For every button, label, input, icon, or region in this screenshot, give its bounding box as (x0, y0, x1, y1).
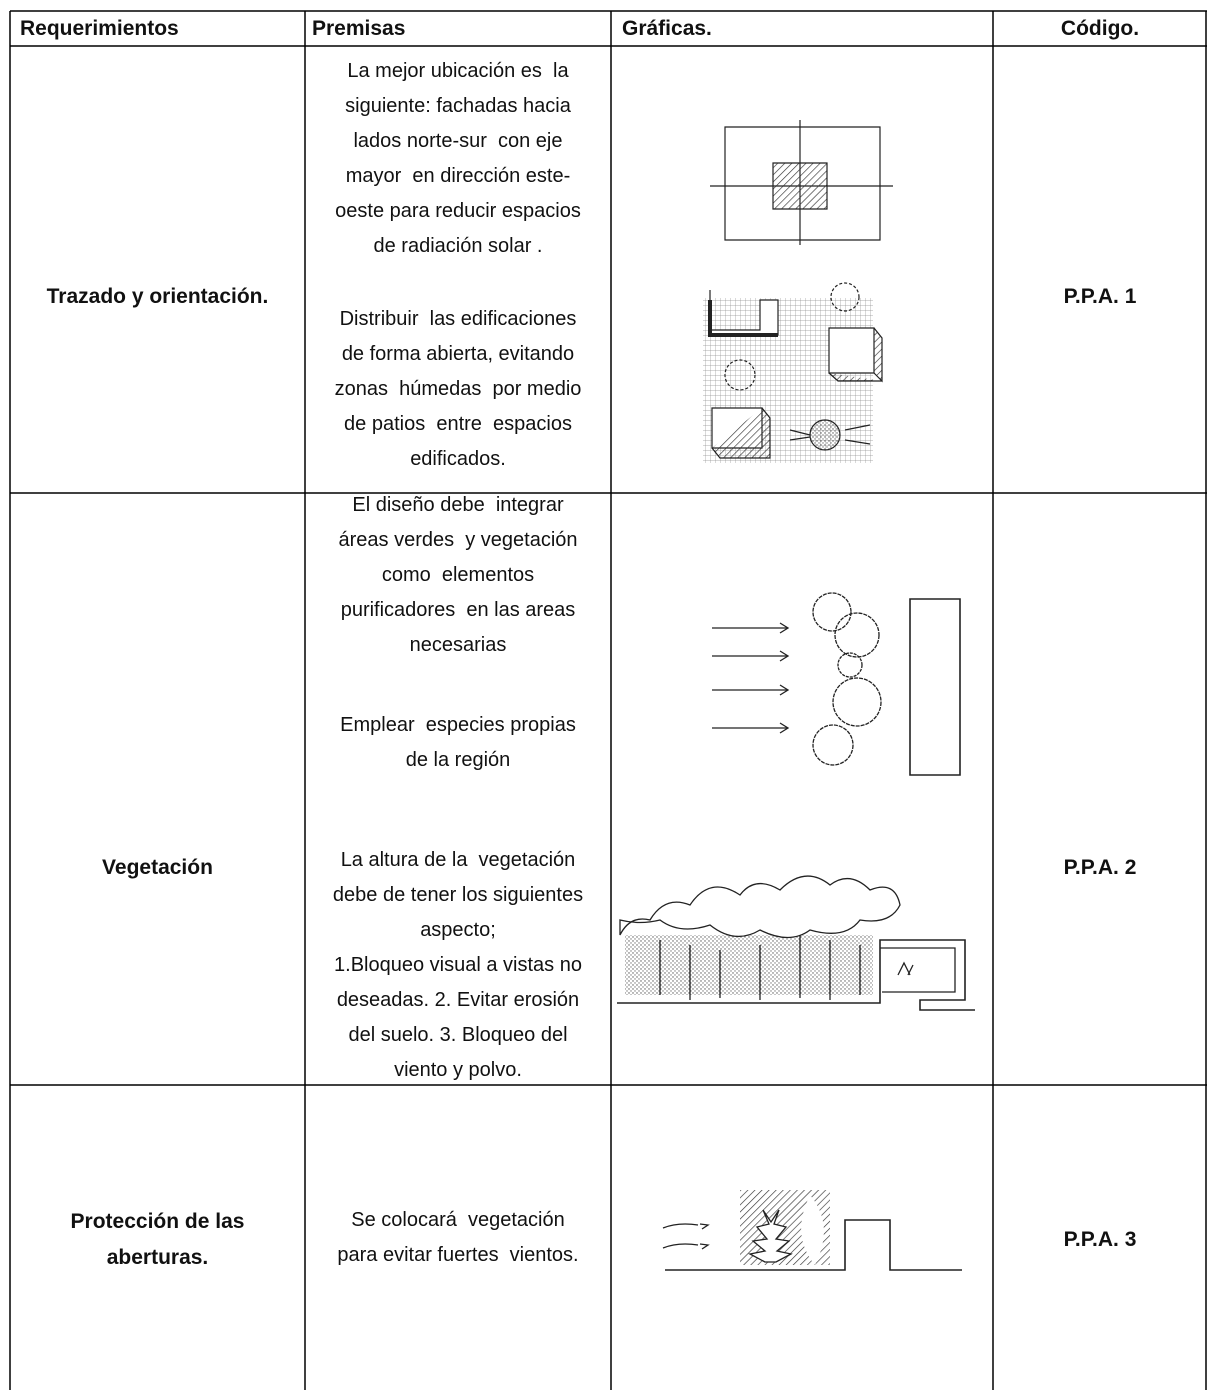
premise-paragraph: Distribuir las edificaciones de forma abi… (305, 302, 611, 477)
premise-paragraph: Se colocará vegetación para evitar fuerte… (305, 1203, 611, 1273)
requirement-text: aberturas. (106, 1246, 209, 1269)
premise-line: Emplear especies propias (340, 714, 576, 736)
open-layout-graphic (703, 283, 882, 463)
premise-line: El diseño debe integrar (352, 494, 564, 516)
premise-cell: La mejor ubicación es la siguiente: facha… (305, 54, 611, 477)
table-borders (10, 11, 1207, 1390)
premise-line: de forma abierta, evitando (341, 343, 575, 365)
premise-line: para evitar fuertes vientos. (337, 1243, 579, 1266)
header-cell: Código. (1060, 17, 1140, 40)
premise-line: zonas húmedas por medio (334, 378, 582, 400)
wind-arrows (712, 623, 788, 733)
premise-line: Se colocará vegetación (351, 1208, 565, 1231)
premise-paragraph: Emplear especies propias de la región (305, 708, 611, 778)
premise-line: áreas verdes y vegetación (338, 529, 578, 551)
requirement-text: Vegetación (102, 856, 213, 879)
requirement-text: Trazado y orientación. (46, 285, 269, 308)
premise-cell: Se colocará vegetación para evitar fuerte… (305, 1203, 611, 1273)
premise-line: mayor en dirección este- (345, 165, 571, 187)
requirement-cell: Protección de las aberturas. (10, 1204, 305, 1276)
vegetation-section-graphic (617, 876, 975, 1010)
premise-line: La mejor ubicación es la (347, 60, 569, 82)
premise-line: Distribuir las edificaciones (339, 308, 577, 330)
premise-cell: El diseño debe integrar áreas verdes y ve… (305, 488, 611, 1088)
premise-paragraph: El diseño debe integrar áreas verdes y ve… (305, 488, 611, 663)
code-text: P.P.A. 1 (1063, 285, 1137, 308)
requirement-text: Protección de las (70, 1210, 245, 1233)
premise-line: del suelo. 3. Bloqueo del (348, 1024, 568, 1046)
requirement-cell: Vegetación (10, 850, 305, 886)
premise-line: deseadas. 2. Evitar erosión (336, 989, 580, 1011)
premise-paragraph: La mejor ubicación es la siguiente: facha… (305, 54, 611, 264)
premise-line: viento y polvo. (394, 1059, 522, 1081)
premise-line: de patios entre espacios (344, 413, 572, 435)
opening-protection-graphic (663, 1190, 962, 1270)
code-cell: P.P.A. 2 (993, 850, 1207, 886)
code-text: P.P.A. 3 (1063, 1228, 1137, 1251)
premise-line: de radiación solar . (373, 235, 543, 257)
premise-line: siguiente: fachadas hacia (345, 95, 571, 117)
premise-line: La altura de la vegetación (340, 849, 576, 871)
windbreak-graphic (712, 593, 960, 775)
premise-line: oeste para reducir espacios (335, 200, 581, 222)
premise-line: de la región (405, 749, 511, 771)
site-plan-graphic (710, 120, 893, 245)
code-cell: P.P.A. 3 (993, 1222, 1207, 1258)
code-cell: P.P.A. 1 (993, 279, 1207, 315)
code-text: P.P.A. 2 (1063, 856, 1137, 879)
premise-line: edificados. (410, 448, 506, 470)
premise-line: 1.Bloqueo visual a vistas no (334, 954, 582, 976)
premise-line: purificadores en las areas (340, 599, 576, 621)
premise-line: necesarias (409, 634, 507, 656)
premise-line: debe de tener los siguientes (332, 884, 584, 906)
premise-paragraph: La altura de la vegetación debe de tener … (305, 843, 611, 1088)
premise-line: lados norte-sur con eje (353, 130, 563, 152)
requirement-cell: Trazado y orientación. (10, 279, 305, 315)
premise-line: aspecto; (420, 919, 496, 941)
premise-line: como elementos (381, 564, 535, 586)
header-cell: Requerimientos (20, 17, 179, 40)
header-cell: Premisas (312, 17, 406, 40)
header-cell: Gráficas. (622, 17, 712, 40)
